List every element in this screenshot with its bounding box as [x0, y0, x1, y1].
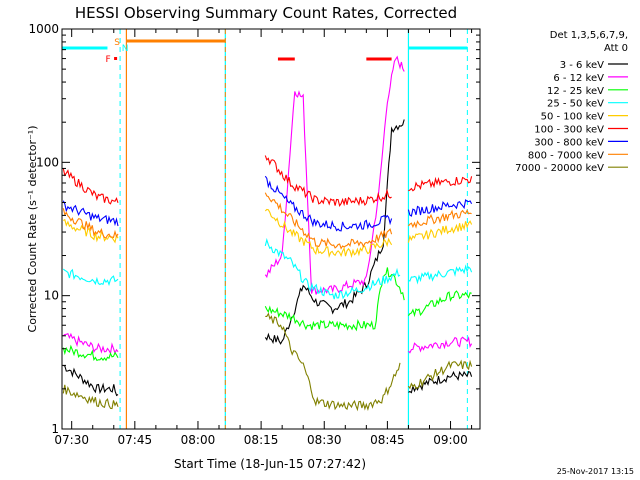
x-tick-label-0: 07:30: [54, 433, 89, 447]
series-line-1: [62, 55, 473, 355]
series-line-3: [62, 237, 473, 300]
legend-label-8: 7000 - 20000 keV: [515, 163, 604, 174]
axes: 1 10 100 1000 07:30 07:45 08:00 08:15 08:30 08:45…: [28, 22, 480, 447]
flag-n-label: N: [122, 44, 129, 54]
series-line-0: [63, 119, 473, 397]
legend-label-4: 50 - 100 keV: [541, 112, 605, 123]
y-tick-label-2: 100: [36, 155, 59, 169]
series-line-8: [62, 312, 473, 412]
y-tick-label-0: 1: [51, 422, 59, 436]
chart-title: HESSI Observing Summary Count Rates, Cor…: [75, 4, 457, 22]
plot-frame: [61, 28, 481, 430]
flag-f-marker: [114, 57, 118, 60]
series-line-4: [63, 208, 473, 259]
legend: Det 1,3,5,6,7,9, Att 0 3 - 6 keV 6 - 12 k…: [515, 30, 628, 174]
flag-s-label: S: [114, 38, 120, 48]
x-tick-label-4: 08:30: [307, 433, 342, 447]
legend-label-1: 6 - 12 keV: [553, 73, 604, 84]
legend-header-line-1: Det 1,3,5,6,7,9,: [550, 30, 628, 41]
x-tick-label-3: 08:15: [244, 433, 279, 447]
legend-label-7: 800 - 7000 keV: [528, 150, 604, 161]
legend-label-3: 25 - 50 keV: [547, 99, 604, 110]
legend-header-line-2: Att 0: [604, 43, 628, 54]
x-axis-label: Start Time (18-Jun-15 07:27:42): [174, 457, 366, 471]
legend-label-0: 3 - 6 keV: [560, 60, 604, 71]
y-axis-label: Corrected Count Rate (s⁻¹ detector⁻¹): [26, 126, 39, 333]
y-tick-label-1: 10: [44, 289, 59, 303]
y-axis-label-text: Corrected Count Rate (s⁻¹ detector⁻¹): [26, 126, 39, 333]
plot-area: SN F: [62, 29, 473, 429]
series-line-5: [62, 155, 473, 207]
x-tick-label-6: 09:00: [433, 433, 468, 447]
x-tick-label-2: 08:00: [181, 433, 216, 447]
x-tick-label-5: 08:45: [370, 433, 405, 447]
legend-label-2: 12 - 25 keV: [547, 86, 604, 97]
timestamp: 25-Nov-2017 13:15: [557, 467, 634, 476]
y-tick-label-3: 1000: [28, 22, 59, 36]
series-line-7: [62, 192, 472, 250]
flag-f-label: F: [105, 55, 110, 65]
legend-label-5: 100 - 300 keV: [534, 125, 604, 136]
legend-label-6: 300 - 800 keV: [534, 137, 604, 148]
x-tick-label-1: 07:45: [118, 433, 153, 447]
series-line-6: [62, 175, 473, 232]
series-line-2: [62, 267, 472, 362]
